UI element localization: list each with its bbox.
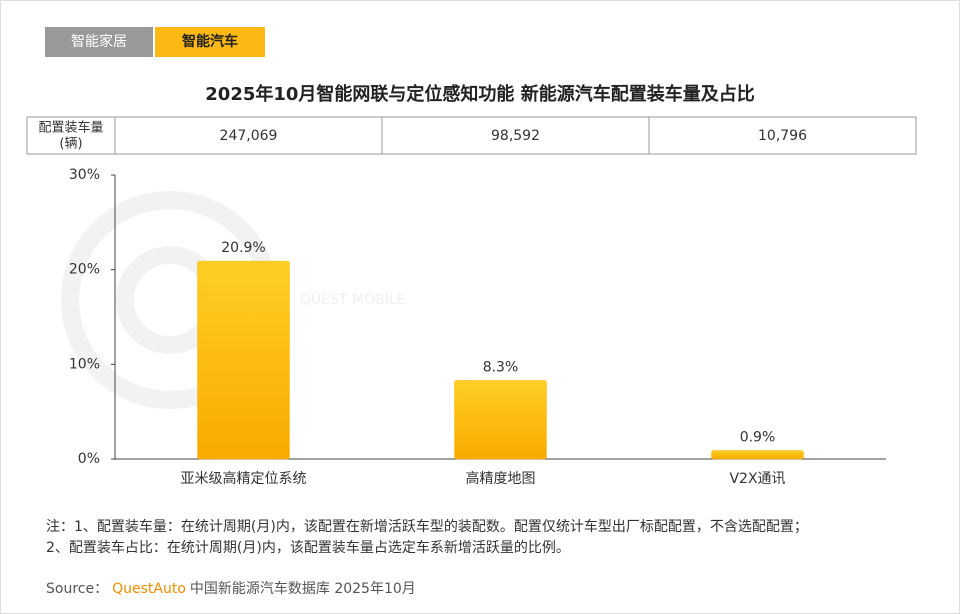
x-tick-label: 亚米级高精定位系统 bbox=[181, 470, 307, 487]
bar bbox=[711, 450, 804, 460]
tab[interactable] bbox=[45, 27, 153, 57]
x-tick-label: V2X通讯 bbox=[729, 471, 785, 487]
watermark: QUEST MOBILE bbox=[300, 292, 405, 308]
tab-label[interactable]: 智能家居 bbox=[71, 33, 127, 50]
value-label: 0.9% bbox=[740, 429, 776, 445]
table-header: 配置装车量 bbox=[38, 120, 103, 136]
source-label: Source： bbox=[46, 581, 108, 597]
bar bbox=[197, 260, 290, 460]
value-label: 8.3% bbox=[483, 359, 519, 375]
table-header: (辆) bbox=[59, 137, 82, 152]
source-label: Source： QuestAuto 中国新能源汽车数据库 2025年10月 bbox=[46, 580, 416, 597]
source-text: 中国新能源汽车数据库 2025年10月 bbox=[190, 580, 416, 597]
table-value: 10,796 bbox=[758, 128, 807, 144]
source-brand: QuestAuto bbox=[112, 581, 186, 597]
table-value: 98,592 bbox=[491, 128, 540, 144]
value-label: 20.9% bbox=[221, 240, 265, 256]
tab-active[interactable] bbox=[155, 27, 265, 57]
y-tick-label: 10% bbox=[69, 356, 100, 372]
x-tick-label: 高精度地图 bbox=[466, 470, 536, 487]
table bbox=[26, 116, 917, 155]
y-tick-label: 0% bbox=[78, 451, 100, 467]
tab-label[interactable]: 智能汽车 bbox=[181, 33, 238, 50]
table-value: 247,069 bbox=[220, 128, 278, 144]
y-tick-label: 30% bbox=[69, 167, 100, 183]
y-tick-label: 20% bbox=[69, 262, 100, 278]
bar bbox=[454, 380, 547, 460]
chart-title: 2025年10月智能网联与定位感知功能 新能源汽车配置装车量及占比 bbox=[205, 83, 754, 105]
note: 2、配置装车占比：在统计周期(月)内，该配置装车量占选定车系新增活跃量的比例。 bbox=[46, 539, 570, 556]
note: 注：1、配置装车量：在统计周期(月)内，该配置在新增活跃车型的装配数。配置仅统计… bbox=[46, 518, 808, 535]
